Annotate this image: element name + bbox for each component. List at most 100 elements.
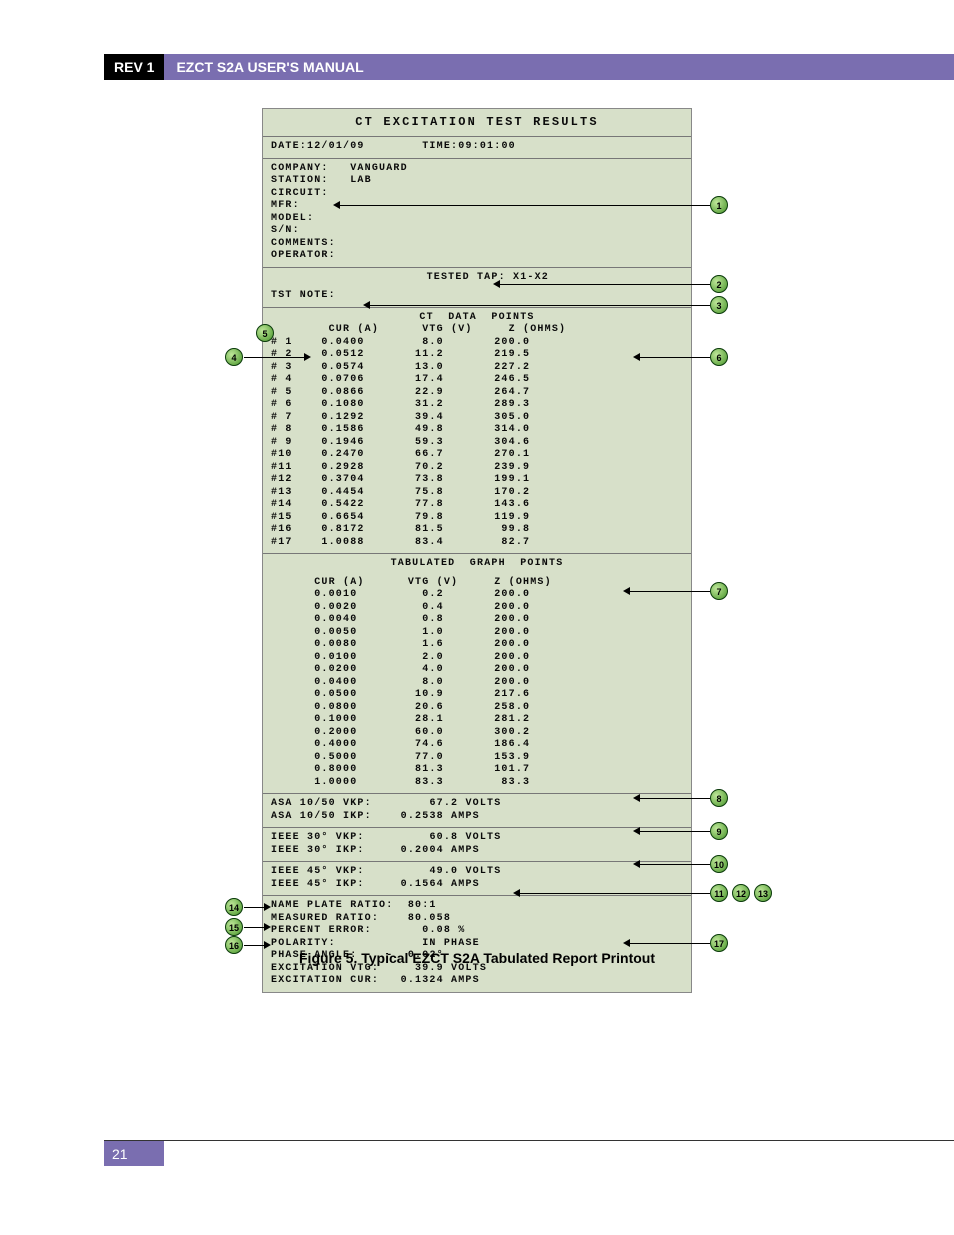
nameplate-label: NAME PLATE RATIO: [271, 900, 393, 911]
data-point-row: # 3 0.0574 13.0 227.2 [271, 362, 683, 375]
exc-cur-value: 0.1324 AMPS [401, 975, 480, 986]
percent-value: 0.08 % [422, 925, 465, 936]
ieee30-ikp-label: IEEE 30° Ikp: [271, 845, 365, 856]
company-label: COMPANY: [271, 163, 329, 174]
callout-11: 11 [710, 884, 728, 902]
page-number: 21 [104, 1140, 164, 1166]
data-point-row: # 2 0.0512 11.2 219.5 [271, 349, 683, 362]
info-block: COMPANY: VANGUARD STATION: LAB CIRCUIT: … [263, 158, 691, 267]
date-label: DATE: [271, 141, 307, 152]
data-point-row: #14 0.5422 77.8 143.6 [271, 499, 683, 512]
data-points-block: CT DATA POINTS CUR (A) VTG (V) Z (OHMS) … [263, 307, 691, 554]
exc-cur-label: EXCITATION CUR: [271, 975, 379, 986]
callout-2: 2 [710, 275, 728, 293]
callout-12: 12 [732, 884, 750, 902]
manual-title: EZCT S2A USER'S MANUAL [164, 54, 375, 80]
printout-panel: CT EXCITATION TEST RESULTS DATE:12/01/09… [262, 108, 692, 993]
ieee30-block: IEEE 30° Vkp: 60.8 VOLTS IEEE 30° Ikp: 0… [263, 827, 691, 861]
graph-point-row: 0.4000 74.6 186.4 [271, 739, 683, 752]
model-label: MODEL: [271, 213, 683, 226]
callout-13: 13 [754, 884, 772, 902]
tested-tap-value: X1-X2 [513, 272, 549, 283]
callout-4: 4 [225, 348, 243, 366]
callout-14: 14 [225, 898, 243, 916]
nameplate-value: 80:1 [408, 900, 437, 911]
callout-16: 16 [225, 936, 243, 954]
data-point-row: #10 0.2470 66.7 270.1 [271, 449, 683, 462]
asa-block: ASA 10/50 Vkp: 67.2 VOLTS ASA 10/50 Ikp:… [263, 793, 691, 827]
graph-cols: CUR (A) VTG (V) Z (OHMS) [271, 577, 683, 590]
data-point-row: #11 0.2928 70.2 239.9 [271, 462, 683, 475]
data-point-row: #16 0.8172 81.5 99.8 [271, 524, 683, 537]
graph-point-row: 0.0040 0.8 200.0 [271, 614, 683, 627]
ieee45-vkp-label: IEEE 45° Vkp: [271, 866, 365, 877]
callout-3: 3 [710, 296, 728, 314]
date-value: 12/01/09 [307, 141, 365, 152]
data-point-row: #17 1.0088 83.4 82.7 [271, 537, 683, 550]
data-point-row: # 8 0.1586 49.8 314.0 [271, 424, 683, 437]
ieee30-vkp-value: 60.8 VOLTS [429, 832, 501, 843]
station-value: LAB [350, 175, 372, 186]
graph-point-row: 0.2000 60.0 300.2 [271, 727, 683, 740]
asa-vkp-label: ASA 10/50 Vkp: [271, 798, 372, 809]
data-point-row: # 6 0.1080 31.2 289.3 [271, 399, 683, 412]
operator-label: OPERATOR: [271, 250, 683, 263]
graph-point-row: 1.0000 83.3 83.3 [271, 777, 683, 790]
ieee45-ikp-value: 0.1564 AMPS [401, 879, 480, 890]
figure-caption: Figure 5. Typical EZCT S2A Tabulated Rep… [0, 950, 954, 966]
callout-7: 7 [710, 582, 728, 600]
graph-point-row: 0.0400 8.0 200.0 [271, 677, 683, 690]
time-value: 09:01:00 [458, 141, 516, 152]
station-label: STATION: [271, 175, 329, 186]
polarity-value: IN PHASE [422, 938, 480, 949]
comments-label: COMMENTS: [271, 238, 683, 251]
measured-label: MEASURED RATIO: [271, 913, 379, 924]
callout-6: 6 [710, 348, 728, 366]
sn-label: S/N: [271, 225, 683, 238]
asa-vkp-value: 67.2 VOLTS [429, 798, 501, 809]
ieee30-vkp-label: IEEE 30° Vkp: [271, 832, 365, 843]
graph-point-row: 0.0200 4.0 200.0 [271, 664, 683, 677]
callout-17: 17 [710, 934, 728, 952]
graph-point-row: 0.0800 20.6 258.0 [271, 702, 683, 715]
callout-15: 15 [225, 918, 243, 936]
graph-point-row: 0.0050 1.0 200.0 [271, 627, 683, 640]
data-point-row: # 7 0.1292 39.4 305.0 [271, 412, 683, 425]
data-point-row: #12 0.3704 73.8 199.1 [271, 474, 683, 487]
asa-ikp-value: 0.2538 AMPS [401, 811, 480, 822]
ieee30-ikp-value: 0.2004 AMPS [401, 845, 480, 856]
callout-10: 10 [710, 855, 728, 873]
graph-point-row: 0.1000 28.1 281.2 [271, 714, 683, 727]
callout-9: 9 [710, 822, 728, 840]
circuit-label: CIRCUIT: [271, 188, 683, 201]
time-label: TIME: [422, 141, 458, 152]
graph-point-row: 0.0500 10.9 217.6 [271, 689, 683, 702]
date-time-row: DATE:12/01/09 TIME:09:01:00 [263, 136, 691, 158]
graph-point-row: 0.8000 81.3 101.7 [271, 764, 683, 777]
rev-label: REV 1 [104, 54, 164, 80]
graph-point-row: 0.0100 2.0 200.0 [271, 652, 683, 665]
asa-ikp-label: ASA 10/50 Ikp: [271, 811, 372, 822]
ieee45-block: IEEE 45° Vkp: 49.0 VOLTS IEEE 45° Ikp: 0… [263, 861, 691, 895]
polarity-label: POLARITY: [271, 938, 336, 949]
datapoints-header: CT DATA POINTS [271, 312, 683, 325]
data-point-row: # 9 0.1946 59.3 304.6 [271, 437, 683, 450]
datapoints-cols: CUR (A) VTG (V) Z (OHMS) [271, 324, 683, 337]
data-point-row: # 5 0.0866 22.9 264.7 [271, 387, 683, 400]
percent-label: PERCENT ERROR: [271, 925, 372, 936]
tst-note-label: TST NOTE: [271, 290, 683, 303]
ieee45-vkp-value: 49.0 VOLTS [429, 866, 501, 877]
data-point-row: # 1 0.0400 8.0 200.0 [271, 337, 683, 350]
measured-value: 80.058 [408, 913, 451, 924]
callout-8: 8 [710, 789, 728, 807]
graph-point-row: 0.5000 77.0 153.9 [271, 752, 683, 765]
company-value: VANGUARD [350, 163, 408, 174]
data-point-row: # 4 0.0706 17.4 246.5 [271, 374, 683, 387]
graph-point-row: 0.0080 1.6 200.0 [271, 639, 683, 652]
ieee45-ikp-label: IEEE 45° Ikp: [271, 879, 365, 890]
graph-point-row: 0.0010 0.2 200.0 [271, 589, 683, 602]
page-header: REV 1 EZCT S2A USER'S MANUAL [104, 54, 954, 80]
callout-1: 1 [710, 196, 728, 214]
data-point-row: #13 0.4454 75.8 170.2 [271, 487, 683, 500]
graph-header: TABULATED GRAPH POINTS [271, 558, 683, 571]
